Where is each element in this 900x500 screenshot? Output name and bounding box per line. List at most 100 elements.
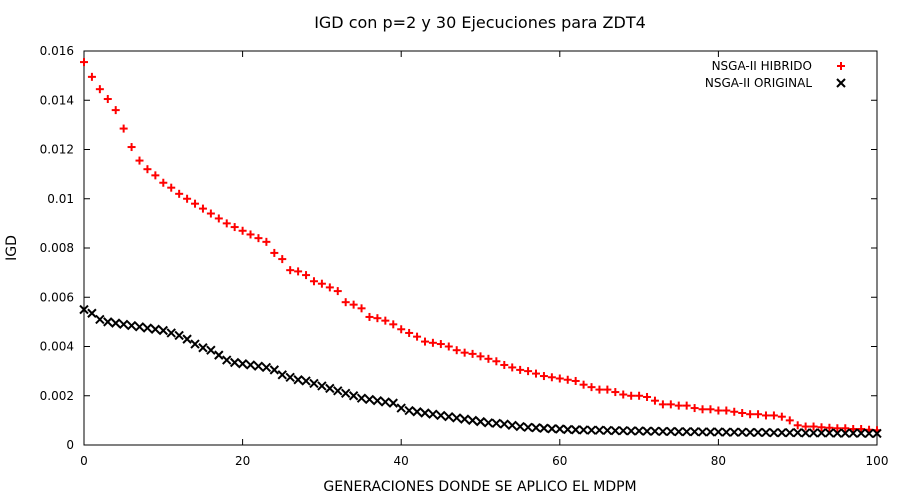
point-original xyxy=(547,424,557,434)
point-hibrido xyxy=(238,226,247,235)
point-original xyxy=(634,426,644,436)
point-original xyxy=(356,393,367,403)
point-original xyxy=(721,427,732,437)
point-hibrido xyxy=(294,267,303,276)
point-hibrido xyxy=(643,392,652,401)
point-hibrido xyxy=(722,406,731,415)
point-original xyxy=(539,423,549,433)
point-original xyxy=(103,317,113,327)
point-original xyxy=(483,418,494,428)
point-hibrido xyxy=(405,328,414,337)
point-original xyxy=(840,428,850,438)
point-hibrido xyxy=(420,337,429,346)
point-original xyxy=(800,428,811,438)
point-original xyxy=(174,330,184,341)
point-original xyxy=(404,405,414,416)
point-hibrido xyxy=(262,237,271,246)
point-original xyxy=(229,357,240,368)
point-hibrido xyxy=(309,277,318,286)
point-original xyxy=(610,426,621,436)
point-hibrido xyxy=(698,405,707,414)
point-hibrido xyxy=(611,388,620,397)
point-original xyxy=(245,360,256,370)
point-original xyxy=(293,375,303,385)
point-original xyxy=(364,394,375,405)
point-original xyxy=(650,426,660,436)
point-hibrido xyxy=(706,405,715,414)
point-original xyxy=(87,308,97,318)
point-hibrido xyxy=(714,406,723,415)
y-tick-label: 0.004 xyxy=(40,340,74,354)
point-hibrido xyxy=(579,380,588,389)
point-original xyxy=(150,324,161,334)
point-original xyxy=(658,426,668,437)
y-tick-label: 0.016 xyxy=(40,44,74,58)
point-original xyxy=(824,428,835,438)
point-hibrido xyxy=(357,304,366,313)
series-hibrido xyxy=(80,58,881,435)
point-hibrido xyxy=(539,372,548,381)
point-hibrido xyxy=(246,230,255,239)
y-axis: 0 0.002 0.004 0.006 0.008 0.01 0.012 0.014 0.016 xyxy=(40,44,877,452)
point-hibrido xyxy=(167,183,176,192)
point-hibrido xyxy=(111,106,120,115)
point-original xyxy=(602,425,613,436)
point-hibrido xyxy=(666,400,675,409)
point-original xyxy=(872,428,882,439)
point-hibrido xyxy=(730,407,739,416)
point-original xyxy=(792,427,803,438)
point-original xyxy=(713,427,724,437)
point-original xyxy=(864,428,874,439)
point-hibrido xyxy=(127,143,136,152)
point-original xyxy=(126,320,137,331)
point-original xyxy=(856,428,866,438)
x-tick-label: 20 xyxy=(235,454,250,468)
point-original xyxy=(380,397,391,407)
point-hibrido xyxy=(635,391,644,400)
legend: NSGA-II HIBRIDO NSGA-II ORIGINAL xyxy=(705,59,846,90)
point-original xyxy=(436,410,446,421)
point-original xyxy=(761,427,771,438)
point-hibrido xyxy=(436,340,445,349)
x-axis-label: GENERACIONES DONDE SE APLICO EL MDPM xyxy=(323,479,636,495)
point-original xyxy=(285,372,295,382)
point-original xyxy=(444,411,454,422)
point-hibrido xyxy=(595,385,604,394)
point-original xyxy=(237,359,248,369)
point-hibrido xyxy=(769,411,778,420)
point-original xyxy=(348,391,359,401)
point-hibrido xyxy=(428,338,437,347)
y-tick-label: 0.012 xyxy=(40,143,74,157)
point-hibrido xyxy=(738,408,747,417)
point-original xyxy=(737,427,747,437)
point-hibrido xyxy=(563,375,572,384)
y-tick-label: 0.006 xyxy=(40,290,74,304)
point-hibrido xyxy=(484,354,493,363)
point-original xyxy=(578,425,589,435)
point-original xyxy=(95,314,105,325)
point-original xyxy=(777,427,787,438)
point-original xyxy=(816,428,827,438)
point-hibrido xyxy=(159,178,168,187)
point-original xyxy=(499,419,509,429)
point-hibrido xyxy=(373,314,382,323)
point-original xyxy=(118,319,129,330)
point-hibrido xyxy=(119,124,128,133)
point-original xyxy=(666,426,676,437)
series-original xyxy=(79,304,882,439)
point-hibrido xyxy=(793,421,802,430)
point-original xyxy=(79,304,89,315)
point-hibrido xyxy=(444,342,453,351)
point-hibrido xyxy=(674,401,683,410)
point-original xyxy=(475,416,486,427)
y-tick-label: 0 xyxy=(66,438,74,452)
point-original xyxy=(681,426,692,437)
point-hibrido xyxy=(286,266,295,275)
point-original xyxy=(396,403,406,413)
point-original xyxy=(190,339,200,349)
x-tick-label: 100 xyxy=(866,454,889,468)
point-hibrido xyxy=(587,383,596,392)
point-original xyxy=(848,428,858,438)
point-hibrido xyxy=(222,219,231,228)
point-original xyxy=(277,370,287,380)
